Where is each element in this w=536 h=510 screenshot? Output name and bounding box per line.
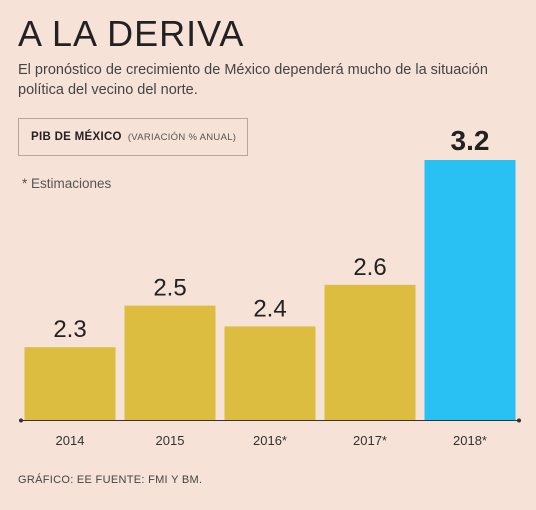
value-label: 2.4 <box>253 295 286 322</box>
source-credit: GRÁFICO: EE FUENTE: FMI Y BM. <box>18 474 203 486</box>
x-tick-label: 2017* <box>353 433 387 448</box>
legend-label: PIB DE MÉXICO <box>31 131 122 143</box>
x-axis-end-dot <box>517 418 521 423</box>
bar-2017 <box>324 284 416 420</box>
chart-title: A LA DERIVA <box>18 13 245 54</box>
value-label: 2.5 <box>153 275 186 302</box>
x-tick-label: 2016* <box>253 433 287 448</box>
value-label: 3.2 <box>451 125 490 156</box>
x-tick-label: 2014 <box>56 433 85 448</box>
chart-subtitle: El pronóstico de crecimiento de México d… <box>18 62 488 98</box>
x-tick-label: 2018* <box>453 433 487 448</box>
estimates-note: * Estimaciones <box>22 176 112 191</box>
value-label: 2.3 <box>53 316 86 343</box>
x-axis-start-dot <box>19 418 23 423</box>
bar-2018 <box>424 160 516 420</box>
value-label: 2.6 <box>353 254 386 281</box>
series-legend: PIB DE MÉXICO (VARIACIÓN % ANUAL) <box>18 118 248 156</box>
bar-2016 <box>224 326 316 420</box>
x-tick-label: 2015 <box>156 433 185 448</box>
bar-2014 <box>24 347 116 420</box>
legend-unit: (VARIACIÓN % ANUAL) <box>127 131 237 143</box>
bar-2015 <box>124 305 216 420</box>
